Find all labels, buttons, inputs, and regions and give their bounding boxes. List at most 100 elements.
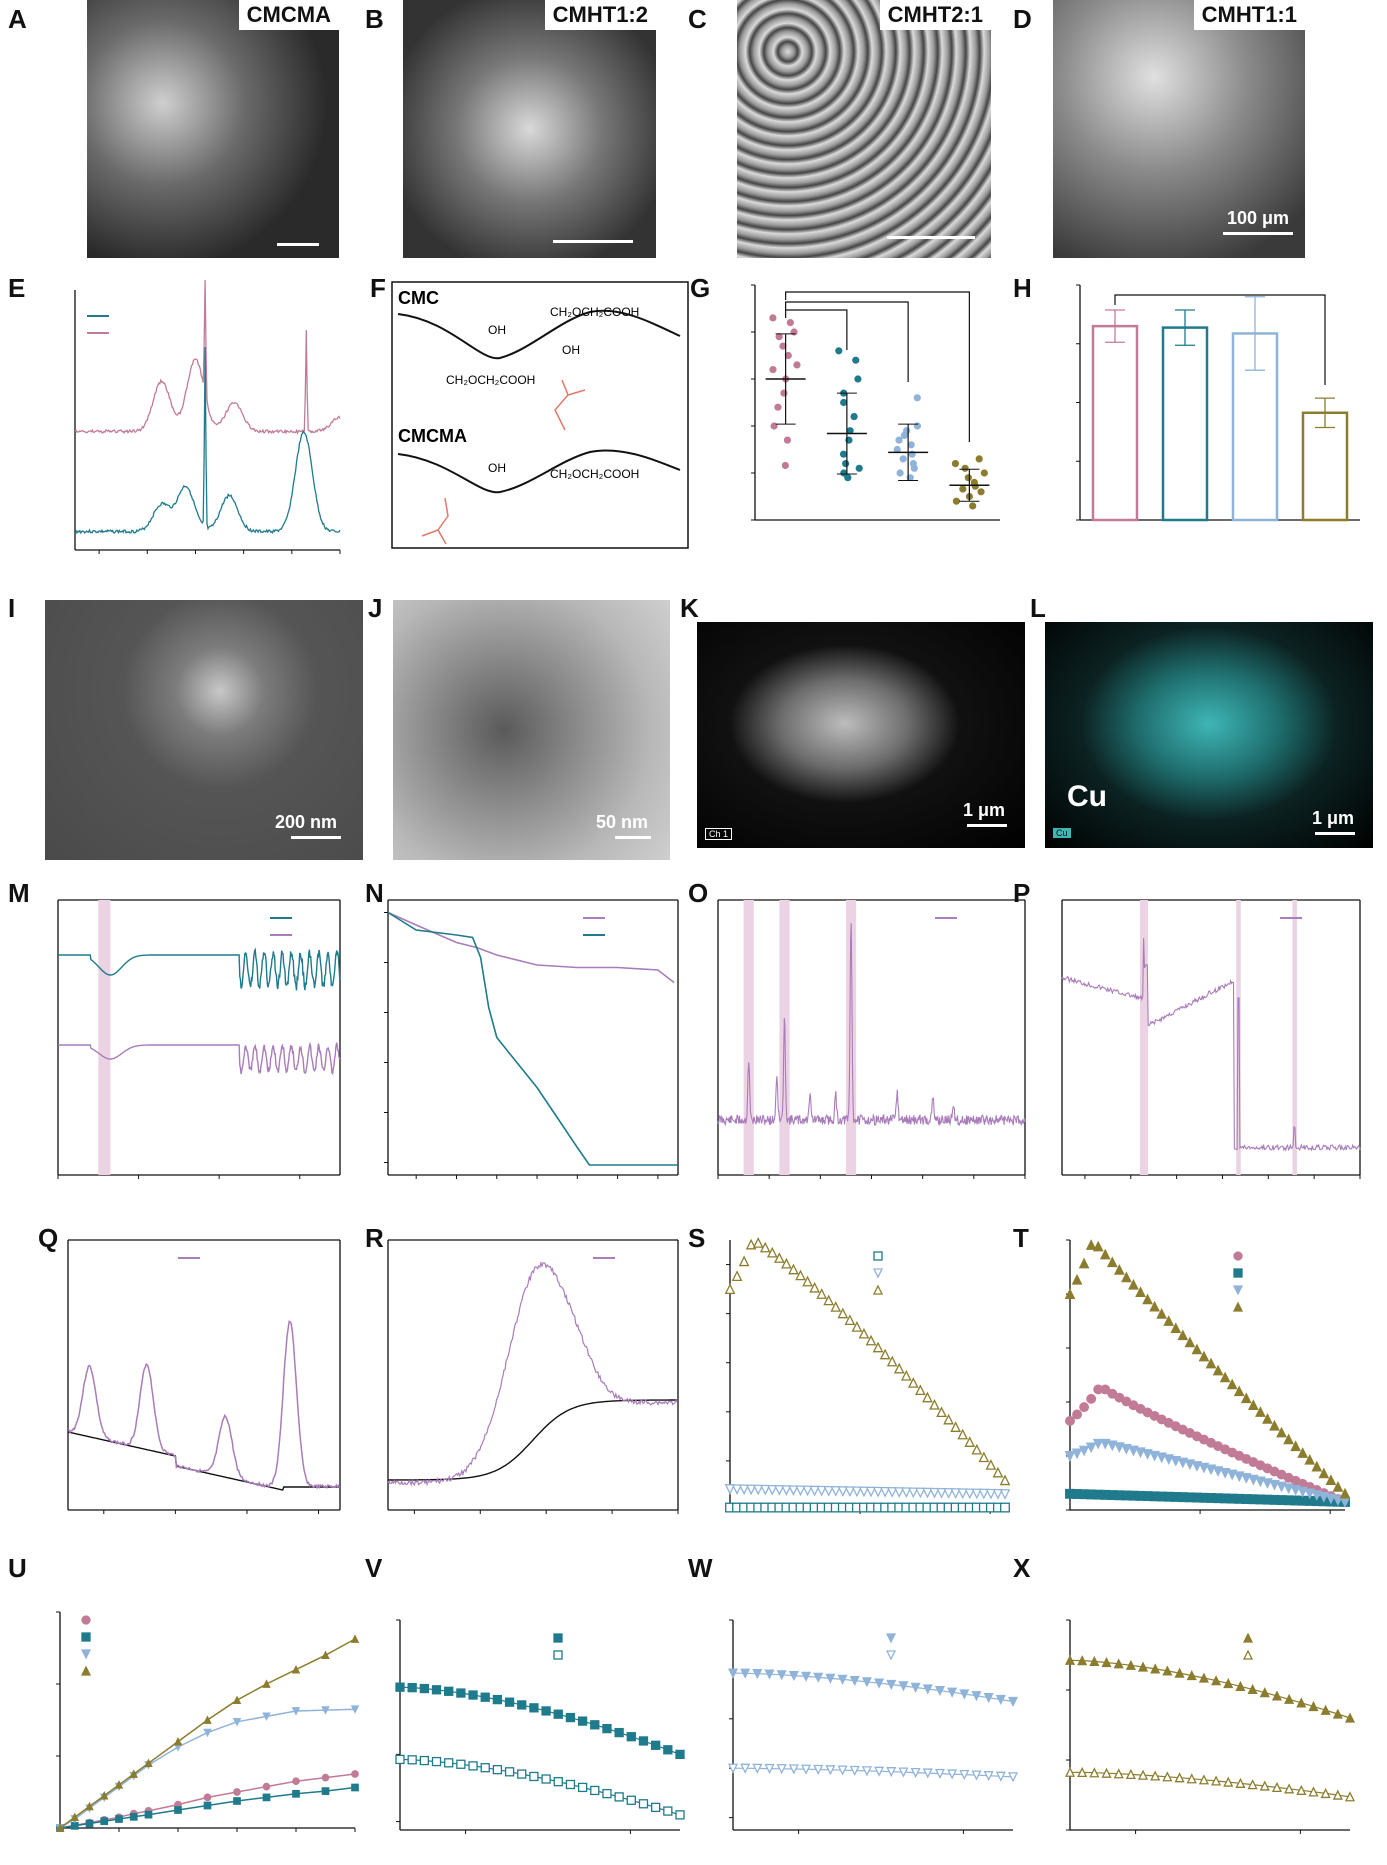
G-data-point: [840, 398, 848, 407]
G-data-point: [774, 403, 782, 411]
T-data-point: [1269, 1479, 1280, 1491]
G-data-point: [896, 469, 904, 477]
T-data-point: [1226, 1469, 1238, 1481]
X-data-point: [1320, 1704, 1331, 1715]
T-legend-marker: [1233, 1251, 1243, 1261]
V-data-point: [565, 1712, 576, 1723]
T-data-point: [1318, 1491, 1330, 1503]
G-data-point: [786, 319, 794, 327]
image-title-A: CMCMA: [238, 0, 339, 30]
X-data-point: [1344, 1791, 1356, 1802]
channel-tag-K: Ch 1: [705, 828, 733, 840]
V-data-point: [675, 1749, 685, 1760]
T-legend-marker: [1233, 1268, 1243, 1278]
G-data-point: [952, 497, 961, 505]
S-data-point: [985, 1488, 997, 1500]
T-data-point: [1325, 1493, 1337, 1505]
W-data-point: [837, 1674, 848, 1685]
X-data-point: [1089, 1767, 1100, 1778]
W-data-point: [764, 1669, 775, 1680]
T-data-point: [1142, 1449, 1153, 1460]
X-data-point: [1113, 1658, 1124, 1669]
V-data-point: [407, 1755, 417, 1765]
methacrylate-group-1: [554, 379, 586, 431]
S-data-point: [886, 1355, 898, 1367]
U-data-point: [55, 1823, 65, 1832]
U-data-point: [351, 1770, 359, 1778]
panel-label-P: P: [1013, 878, 1031, 908]
T-data-point: [1177, 1329, 1189, 1341]
G-data-point: [969, 502, 977, 510]
T-data-point: [1086, 1393, 1097, 1404]
G-data-point: [781, 461, 789, 470]
T-data-point: [1156, 1308, 1168, 1319]
W-data-point: [813, 1764, 824, 1775]
W-data-point: [776, 1670, 787, 1681]
V-data-point: [529, 1703, 539, 1713]
T-data-point: [1071, 1448, 1083, 1460]
T-data-point: [1135, 1286, 1146, 1297]
T-data-point: [1177, 1457, 1189, 1469]
S-data-point: [788, 1263, 799, 1275]
W-data-point: [995, 1771, 1006, 1782]
W-data-point: [788, 1670, 799, 1682]
T-data-point: [1290, 1440, 1301, 1452]
X-data-point: [1186, 1773, 1197, 1784]
T-data-point: [1100, 1384, 1111, 1395]
P-highlight-band: [1292, 900, 1297, 1175]
G-data-point: [913, 394, 921, 402]
W-data-point: [849, 1675, 860, 1687]
T-data-point: [1099, 1438, 1111, 1450]
S-data-point: [809, 1485, 820, 1497]
group-ch2-3: CH₂OCH₂COOH: [550, 467, 639, 481]
E-series-cmc: [74, 347, 341, 535]
T-data-point: [1121, 1443, 1132, 1455]
V-data-point: [517, 1769, 527, 1779]
T-data-point: [1205, 1464, 1217, 1476]
S-data-point: [936, 1487, 947, 1499]
V-data-point: [614, 1792, 624, 1802]
chart-G: [751, 284, 1000, 521]
S-data-point: [992, 1466, 1004, 1478]
T-data-point: [1184, 1336, 1196, 1348]
chart-H: [1076, 284, 1360, 522]
S-data-point: [830, 1486, 842, 1497]
X-data-point: [1332, 1789, 1343, 1800]
chart-E: [74, 280, 341, 554]
S-data-point: [745, 1238, 757, 1250]
V-data-point: [456, 1759, 466, 1769]
S-data-point: [745, 1484, 757, 1496]
G-data-point: [895, 436, 903, 444]
X-data-point: [1259, 1687, 1270, 1698]
T-data-point: [1325, 1474, 1337, 1485]
T-data-point: [1114, 1264, 1125, 1275]
S-data-point: [929, 1487, 940, 1499]
S-data-point: [802, 1275, 813, 1287]
P-series-cuta: [1061, 938, 1361, 1152]
M-series-ta: [58, 947, 341, 991]
X-data-point: [1125, 1768, 1136, 1780]
G-data-point: [770, 422, 778, 430]
T-data-point: [1255, 1406, 1266, 1417]
S-data-point: [978, 1488, 990, 1500]
U-data-point: [350, 1705, 360, 1714]
structure-label-cmcma: CMCMA: [398, 426, 467, 446]
V-data-point: [468, 1761, 478, 1771]
S-legend-marker: [872, 1268, 884, 1279]
T-data-point: [1149, 1450, 1160, 1462]
T-data-point: [1078, 1445, 1090, 1457]
panel-label-L: L: [1030, 593, 1046, 623]
V-data-point: [626, 1795, 636, 1805]
V-data-point: [553, 1709, 563, 1719]
R-background: [388, 1399, 677, 1481]
V-data-point: [577, 1782, 588, 1793]
X-data-point: [1162, 1771, 1173, 1782]
E-series-cmcma: [74, 280, 341, 435]
X-data-point: [1344, 1712, 1356, 1723]
G-data-point: [855, 464, 863, 472]
V-data-point: [480, 1763, 490, 1773]
scale-bar-B: [553, 240, 633, 243]
V-data-point: [553, 1777, 563, 1787]
W-data-point: [752, 1669, 763, 1680]
T-data-point: [1135, 1447, 1146, 1459]
